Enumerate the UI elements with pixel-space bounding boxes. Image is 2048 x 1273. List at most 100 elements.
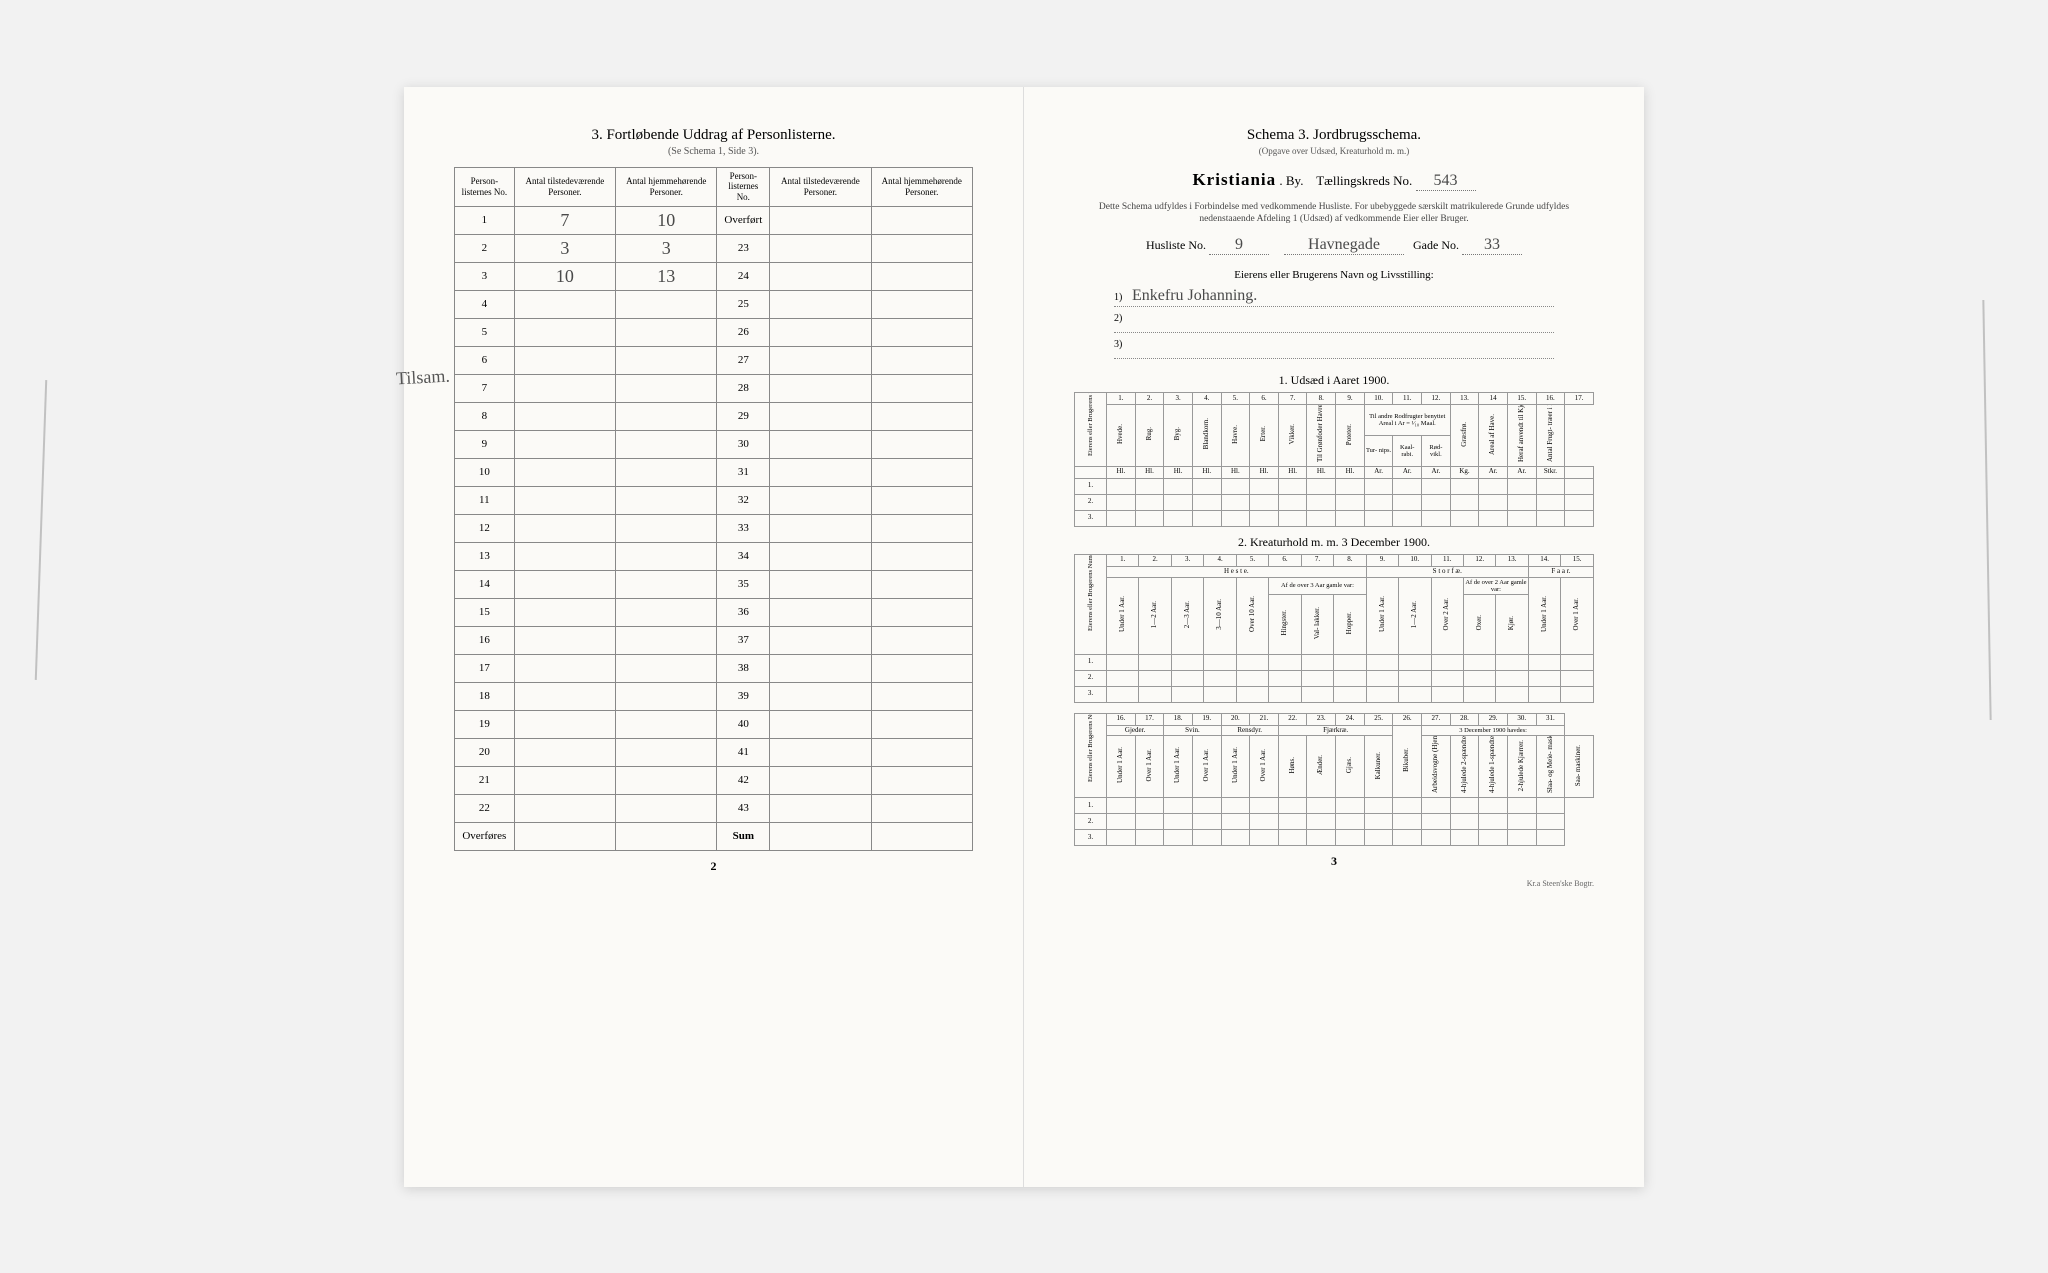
grid-cell	[1250, 830, 1279, 846]
ledger-cell	[871, 458, 972, 486]
ledger-cell: 10	[616, 206, 717, 234]
grid-cell	[1192, 798, 1221, 814]
grid-unit: Hl.	[1135, 466, 1164, 478]
grid-col-header: Hvede.	[1107, 405, 1136, 467]
grid-cell	[1507, 830, 1536, 846]
ledger-cell	[514, 570, 615, 598]
grid-cell	[1536, 798, 1565, 814]
grid-cell	[1307, 510, 1336, 526]
grid-cell	[1221, 478, 1250, 494]
ledger-cell	[770, 486, 871, 514]
ledger-cell	[871, 738, 972, 766]
grid-col-header: Bikuber.	[1393, 725, 1422, 797]
ledger-cell	[514, 766, 615, 794]
grid-group-header: F a a r.	[1528, 566, 1593, 577]
grid-col-header: Slaa- og Meie- maskiner.	[1536, 736, 1565, 798]
ledger-row-num: 8	[455, 402, 515, 430]
grid-cell	[1528, 654, 1560, 670]
ledger-cell	[514, 346, 615, 374]
grid-cell	[1139, 670, 1171, 686]
ledger-cell	[770, 654, 871, 682]
grid-group-header: Fjærkræ.	[1278, 725, 1393, 736]
grid-group-header: Svin.	[1164, 725, 1221, 736]
grid-cell	[1528, 670, 1560, 686]
grid-cell	[1393, 830, 1422, 846]
ledger-row-num: 13	[455, 542, 515, 570]
grid-cell	[1364, 798, 1393, 814]
grid-cell	[1479, 830, 1508, 846]
grid-col-header: Erter.	[1250, 405, 1279, 467]
grid-col-num: 22.	[1278, 713, 1307, 725]
grid-cell	[1278, 510, 1307, 526]
grid-cell	[1422, 478, 1451, 494]
ledger-cell	[871, 290, 972, 318]
grid-cell	[1164, 510, 1193, 526]
grid-cell	[1431, 686, 1463, 702]
grid-cell	[1364, 510, 1393, 526]
ledger-cell	[770, 542, 871, 570]
grid-row-num: 2.	[1075, 494, 1107, 510]
grid-cell	[1336, 830, 1365, 846]
grid-cell	[1269, 670, 1301, 686]
grid-unit: Hl.	[1278, 466, 1307, 478]
grid-cell	[1479, 478, 1508, 494]
ledger-cell	[616, 458, 717, 486]
ledger-cell	[871, 402, 972, 430]
ledger-cell	[871, 710, 972, 738]
grid-cell	[1496, 670, 1528, 686]
ledger-cell	[770, 710, 871, 738]
grid-col-num: 2.	[1139, 554, 1171, 566]
ledger-row-num: 26	[717, 318, 770, 346]
ledger-header: Antal hjemmehørende Personer.	[616, 167, 717, 206]
grid-col-num: 13.	[1496, 554, 1528, 566]
ledger-cell	[514, 514, 615, 542]
grid-col-header: Arbeidsvogne (Hjemme også undtaget)	[1422, 736, 1451, 798]
grid-col-header: Under 1 Aar.	[1164, 736, 1193, 798]
grid-col-header: Til andre Rodfrugter benyttet Areal i Ar…	[1364, 405, 1450, 436]
grid-cell	[1250, 798, 1279, 814]
grid-cell	[1536, 478, 1565, 494]
grid-cell	[1336, 494, 1365, 510]
ledger-row-num: 10	[455, 458, 515, 486]
grid-cell	[1278, 814, 1307, 830]
grid-col-header: Heraf anvendt til Kjøkken- havevækster.	[1507, 405, 1536, 467]
printer-credit: Kr.a Steen'ske Bogtr.	[1074, 879, 1594, 888]
ledger-row-num: 30	[717, 430, 770, 458]
grid-cell	[1135, 830, 1164, 846]
owner-line-2: 2)	[1114, 313, 1554, 333]
grid-cell	[1450, 510, 1479, 526]
grid-cell	[1364, 814, 1393, 830]
grid-cell	[1269, 654, 1301, 670]
ledger-cell	[770, 206, 871, 234]
grid-sidehead: Eierens eller Brugerens Numer (se ovenfo…	[1075, 554, 1107, 654]
grid-col-header: Under 1 Aar.	[1366, 577, 1398, 654]
ledger-cell	[616, 794, 717, 822]
grid-cell	[1171, 686, 1203, 702]
grid-col-header: Havre.	[1221, 405, 1250, 467]
grid-col-header: Over 1 Aar.	[1135, 736, 1164, 798]
grid-cell	[1278, 830, 1307, 846]
ledger-cell	[616, 430, 717, 458]
ledger-cell	[514, 458, 615, 486]
grid-cell	[1463, 670, 1495, 686]
grid-col-num: 23.	[1307, 713, 1336, 725]
ledger-row-num: 5	[455, 318, 515, 346]
grid-group-header: S t o r f æ.	[1366, 566, 1528, 577]
grid-cell	[1307, 478, 1336, 494]
ledger-cell: 3	[616, 234, 717, 262]
ledger-cell	[514, 486, 615, 514]
city-line: Kristiania . By. Tællingskreds No. 543	[1074, 170, 1594, 191]
grid-cell	[1393, 814, 1422, 830]
grid-cell	[1250, 814, 1279, 830]
grid-col-num: 3.	[1171, 554, 1203, 566]
ledger-cell	[514, 626, 615, 654]
grid-col-header: 1—2 Aar.	[1139, 577, 1171, 654]
grid-col-header: 1—2 Aar.	[1399, 577, 1431, 654]
grid-col-num: 8.	[1307, 393, 1336, 405]
ledger-cell	[514, 402, 615, 430]
ledger-cell	[770, 794, 871, 822]
ledger-cell	[514, 710, 615, 738]
grid-col-header: Saa- maskiner.	[1565, 736, 1594, 798]
section-1-title: 1. Udsæd i Aaret 1900.	[1074, 373, 1594, 388]
grid-cell	[1307, 494, 1336, 510]
